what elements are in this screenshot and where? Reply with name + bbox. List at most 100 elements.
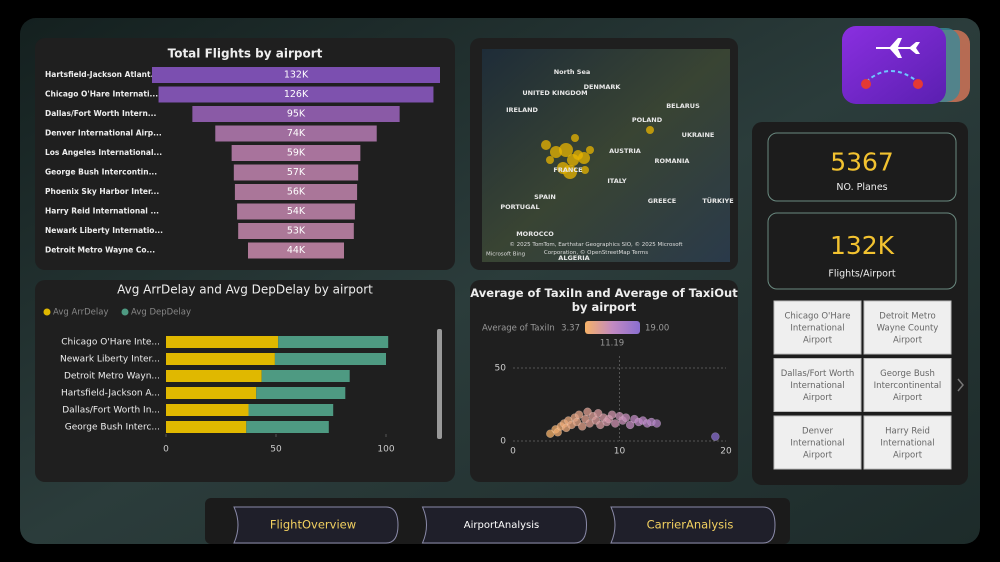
map-label: GREECE [648, 197, 676, 205]
color-legend-title: Average of TaxiIn [482, 324, 555, 334]
category-label: Dallas/Fort Worth Intern... [45, 109, 156, 118]
map-bubble [581, 166, 589, 174]
category-label: Hartsfield-Jackson A... [61, 389, 160, 399]
nav-label[interactable]: CarrierAnalysis [647, 518, 734, 532]
funnel-bar [237, 203, 355, 220]
bar-segment [248, 404, 334, 416]
value-label: 44K [287, 245, 306, 256]
slicer-label[interactable]: George Bush Intercontinental Airport [874, 369, 942, 403]
slicer-tile[interactable] [773, 358, 862, 412]
chart-title: Avg ArrDelay and Avg DepDelay by airport [117, 283, 373, 297]
category-label: George Bush Interc... [65, 423, 160, 433]
chart-title: Average of TaxiIn and Average of TaxiOut… [470, 286, 738, 314]
value-label: 126K [284, 89, 309, 100]
scatter-point [574, 410, 584, 419]
bar-segment [166, 421, 247, 433]
funnel-bar [231, 145, 361, 161]
x-tick-label: 0 [510, 447, 516, 457]
panel [470, 280, 738, 482]
scatter-point [593, 409, 603, 418]
kpi-value: 132K [830, 231, 895, 260]
map-label: SPAIN [534, 193, 556, 201]
legend-dot [121, 308, 129, 316]
category-label: Chicago O'Hare Internati... [45, 90, 158, 99]
map-bubbles [541, 126, 654, 179]
slicer-tile[interactable] [773, 300, 862, 355]
slicer-tile[interactable] [863, 415, 952, 470]
x-tick-label: 20 [720, 447, 732, 457]
map-label: UNITED KINGDOM [522, 89, 587, 97]
map-bubble [559, 143, 573, 157]
bar-segment [256, 387, 346, 399]
map-label: ROMANIA [655, 157, 690, 165]
map-label: UKRAINE [682, 131, 715, 139]
category-label: Newark Liberty Inter... [60, 355, 160, 365]
category-label: Phoenix Sky Harbor Inter... [45, 187, 159, 196]
category-label: George Bush Intercontin... [45, 168, 157, 177]
color-legend-bar [585, 321, 640, 334]
scatter-point [711, 432, 720, 441]
map-bubble [571, 134, 579, 142]
slicer-tile[interactable] [863, 358, 952, 412]
color-legend-max: 19.00 [645, 324, 669, 334]
slicer-tile[interactable] [863, 300, 952, 355]
map-label: TÜRKIYE [702, 196, 733, 205]
map-label: POLAND [632, 116, 663, 124]
y-tick-label: 50 [495, 364, 507, 374]
logo [842, 26, 970, 104]
nav-button[interactable] [233, 506, 399, 544]
scatter-point [621, 413, 631, 422]
nav-button[interactable] [610, 506, 776, 544]
map-bubble [546, 156, 554, 164]
scatter-point [610, 419, 620, 428]
slicer-tile[interactable] [773, 415, 862, 470]
kpi-label: NO. Planes [836, 182, 887, 193]
category-label: Chicago O'Hare Inte... [61, 338, 160, 348]
map-bubble [578, 152, 590, 164]
nav-label[interactable]: AirportAnalysis [464, 520, 539, 531]
funnel-bar [192, 106, 400, 122]
map-bubble [646, 126, 654, 134]
map-label: ALGERIA [558, 254, 589, 262]
map [482, 49, 730, 262]
value-label: 54K [287, 206, 306, 217]
x-tick-label: 0 [163, 445, 169, 455]
map-label: PORTUGAL [500, 203, 539, 211]
color-legend-mid: 11.19 [600, 339, 624, 349]
color-legend-min: 3.37 [561, 324, 580, 334]
bar-segment [166, 404, 249, 416]
slicer-label[interactable]: Denver International Airport [790, 426, 844, 460]
funnel-bar [215, 125, 377, 142]
slicer-label[interactable]: Detroit Metro Wayne County Airport [877, 311, 939, 345]
kpi-label: Flights/Airport [828, 268, 895, 279]
value-label: 57K [287, 167, 306, 178]
legend-label: Avg DepDelay [131, 308, 191, 318]
funnel-bar [233, 164, 359, 181]
scrollbar[interactable] [437, 329, 442, 439]
slicer-label[interactable]: Chicago O'Hare International Airport [784, 311, 850, 345]
nav-label[interactable]: FlightOverview [270, 518, 356, 532]
slicer-label[interactable]: Harry Reid International Airport [880, 426, 934, 460]
nav-button[interactable] [421, 506, 588, 544]
kpi-card [767, 132, 957, 202]
map-label: ITALY [607, 177, 627, 185]
funnel-bar [248, 242, 344, 259]
map-label: FRANCE [553, 166, 582, 174]
scatter-point [583, 407, 592, 417]
bar-segment [166, 353, 275, 365]
next-arrow[interactable] [957, 378, 964, 392]
map-label: North Sea [554, 68, 591, 76]
value-label: 53K [287, 226, 306, 237]
category-label: Harry Reid International ... [45, 207, 159, 216]
slicer-label[interactable]: Dallas/Fort Worth International Airport [781, 369, 855, 403]
scatter-point [652, 419, 662, 428]
category-label: Detroit Metro Wayne Co... [45, 246, 155, 255]
category-label: Detroit Metro Wayn... [64, 372, 160, 382]
category-label: Newark Liberty Internatio... [45, 226, 163, 235]
funnel-bar [238, 223, 354, 239]
map-label: AUSTRIA [609, 147, 641, 155]
scatter-point [607, 410, 617, 419]
funnel-bar [234, 184, 358, 200]
funnel-bar [152, 67, 440, 83]
